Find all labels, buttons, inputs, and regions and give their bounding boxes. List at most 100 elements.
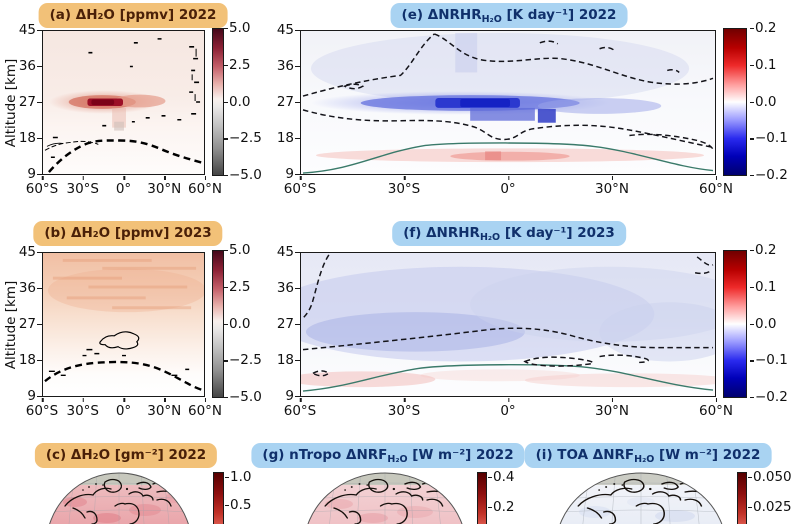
tick-label: 9 (264, 167, 300, 181)
panel-e-colorbar-ticks: 0.2 0.1 0.0 −0.1 −0.2 (750, 21, 799, 182)
tick-label: 2.5 (224, 58, 273, 72)
panel-a-xticks: 60°S 30°S 0° 30°N 60°N (26, 176, 222, 197)
panel-g-title-sub: H₂O (387, 454, 408, 465)
panel-g-colorbar-ticks: 0.4 0.2 (488, 470, 537, 514)
tick-label: 45 (6, 23, 42, 37)
tick-label: −0.2 (750, 168, 799, 182)
tick-label: 60°S (283, 176, 317, 197)
panel-i-map (555, 472, 727, 524)
tick-label: 0.4 (488, 470, 537, 484)
panel-c-colorbar (213, 472, 224, 524)
panel-g-title-pre: (g) nTropo ΔNRF (262, 447, 388, 463)
tick-label: 27 (6, 95, 42, 109)
tick-label: 0.0 (750, 95, 799, 109)
panel-g-map (303, 472, 467, 524)
tick-label: 45 (264, 245, 300, 259)
panel-i-colorbar-ticks: 0.050 0.025 (748, 470, 797, 514)
panel-b-colorbar-ticks: 5.0 2.5 0.0 −2.5 −5.0 (224, 243, 273, 404)
panel-b-title: (b) ΔH₂O [ppmv] 2023 (33, 221, 223, 246)
tick-label: 60°S (283, 398, 317, 419)
panel-f-heatmap (301, 253, 715, 396)
tick-label: 30°N (147, 398, 182, 419)
panel-f-yticks: 45 36 27 18 9 (264, 245, 300, 403)
panel-c-colorbar-ticks: 1.0 0.5 (225, 470, 274, 512)
tick-label: 27 (264, 317, 300, 331)
panel-a-heatmap (43, 31, 204, 174)
tick-label: 0.2 (488, 500, 537, 514)
tick-label: 18 (264, 131, 300, 145)
panel-c-globe (46, 472, 192, 524)
panel-b-title-pre: (b) ΔH₂O [ppmv] 2023 (44, 225, 212, 241)
tick-label: 0° (500, 176, 516, 197)
panel-a-title: (a) ΔH₂O [ppmv] 2022 (38, 3, 228, 28)
panel-e-title-sub: H₂O (481, 14, 502, 25)
tick-label: 60°N (698, 398, 734, 419)
tick-label: 9 (264, 389, 300, 403)
tick-label: −0.1 (750, 353, 799, 367)
tick-label: 18 (6, 131, 42, 145)
tick-label: 18 (6, 353, 42, 367)
panel-e-title: (e) ΔNRHRH₂O [K day⁻¹] 2022 (390, 3, 628, 28)
panel-b-heatmap (43, 253, 204, 396)
tick-label: 36 (6, 59, 42, 73)
tick-label: 0.1 (750, 58, 799, 72)
tick-label: 30°N (594, 398, 630, 419)
tick-label: 30°N (594, 176, 630, 197)
tick-label: 0.2 (750, 21, 799, 35)
tick-label: 30°S (66, 398, 99, 419)
tick-label: 0.0 (224, 317, 273, 331)
panel-g-title-post: [W m⁻²] 2022 (407, 447, 514, 463)
panel-f-plot (300, 252, 716, 397)
tick-label: −0.1 (750, 131, 799, 145)
panel-a-plot (42, 30, 205, 175)
tick-label: 9 (6, 167, 42, 181)
tick-label: 30°N (147, 176, 182, 197)
tick-label: 60°S (25, 398, 59, 419)
tick-label: 5.0 (224, 21, 273, 35)
panel-e-yticks: 45 36 27 18 9 (264, 23, 300, 181)
tick-label: 30°S (387, 176, 421, 197)
tick-label: −5.0 (224, 168, 273, 182)
tick-label: 2.5 (224, 280, 273, 294)
panel-b-xticks: 60°S 30°S 0° 30°N 60°N (26, 398, 222, 419)
panel-f-title-post: [K day⁻¹] 2023 (500, 225, 615, 241)
panel-c-title: (c) ΔH₂O [gm⁻²] 2022 (34, 443, 218, 468)
panel-f-xticks: 60°S 30°S 0° 30°N 60°N (284, 398, 733, 419)
panel-g-globe (304, 472, 466, 524)
panel-a-title-pre: (a) ΔH₂O [ppmv] 2022 (49, 7, 217, 23)
panel-f-colorbar-ticks: 0.2 0.1 0.0 −0.1 −0.2 (750, 243, 799, 404)
panel-b-colorbar (212, 250, 224, 398)
panel-e-colorbar (723, 28, 747, 176)
panel-e-title-pre: (e) ΔNRHR (401, 7, 482, 23)
tick-label: 0.0 (224, 95, 273, 109)
panel-c-title-pre: (c) ΔH₂O [gm⁻²] 2022 (45, 447, 207, 463)
panel-g-title: (g) nTropo ΔNRFH₂O [W m⁻²] 2022 (251, 443, 525, 468)
tick-label: 30°S (387, 398, 421, 419)
panel-f-title-sub: H₂O (479, 232, 501, 243)
panel-i-colorbar (737, 472, 747, 524)
panel-i-title-pre: (i) TOA ΔNRF (535, 447, 635, 463)
tick-label: 0.2 (750, 243, 799, 257)
tick-label: 5.0 (224, 243, 273, 257)
tick-label: −5.0 (224, 390, 273, 404)
tick-label: 0° (115, 176, 132, 197)
panel-e-title-post: [K day⁻¹] 2022 (501, 7, 617, 23)
panel-f-colorbar (723, 250, 747, 398)
tick-label: 27 (264, 95, 300, 109)
tick-label: 60°N (187, 398, 223, 419)
panel-a-yticks: 45 36 27 18 9 (6, 23, 42, 181)
tick-label: 60°N (698, 176, 734, 197)
panel-a-colorbar-ticks: 5.0 2.5 0.0 −2.5 −5.0 (224, 21, 273, 182)
panel-f-title: (f) ΔNRHRH₂O [K day⁻¹] 2023 (392, 221, 626, 246)
tick-label: 36 (264, 59, 300, 73)
tick-label: 0.1 (750, 280, 799, 294)
tick-label: 18 (264, 353, 300, 367)
tick-label: 36 (264, 281, 300, 295)
tick-label: 45 (6, 245, 42, 259)
panel-i-globe (556, 472, 726, 524)
tick-label: 45 (264, 23, 300, 37)
tick-label: 30°S (66, 176, 99, 197)
tick-label: −2.5 (224, 131, 273, 145)
tick-label: 1.0 (225, 470, 274, 484)
